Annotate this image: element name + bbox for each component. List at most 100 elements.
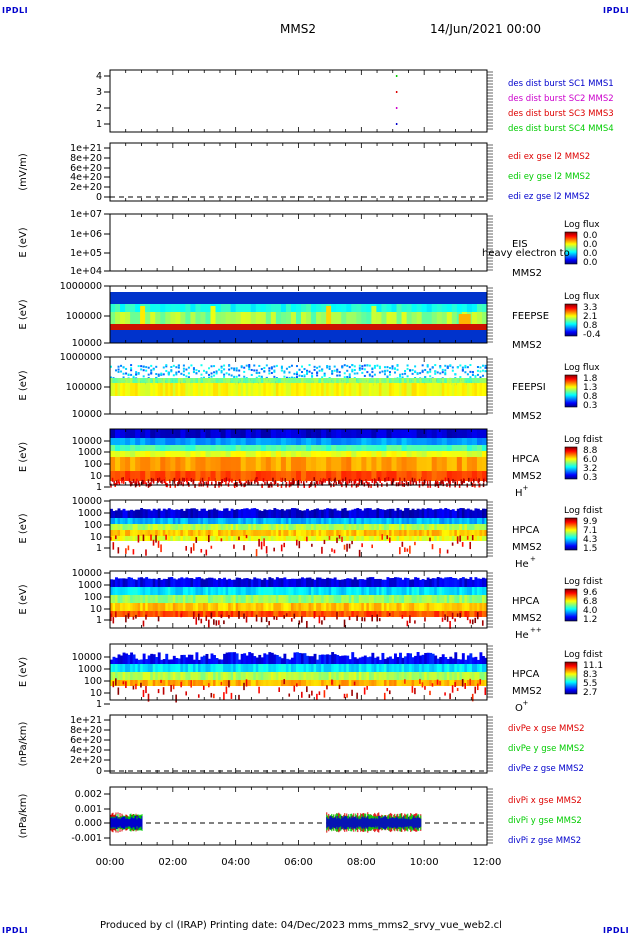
- y-tick-label: 10: [90, 604, 102, 615]
- legend-entry: divPi y gse MMS2: [508, 816, 582, 826]
- y-tick-label: 1e+07: [70, 209, 102, 220]
- species-label: He: [515, 559, 529, 570]
- x-tick-label: 04:00: [221, 857, 250, 868]
- y-axis-label: E (eV): [18, 584, 29, 614]
- y-tick-label: 1: [96, 482, 102, 493]
- y-tick-label: 10000: [72, 338, 102, 349]
- y-axis-label: E (eV): [18, 513, 29, 543]
- y-axis-label: E (eV): [18, 370, 29, 400]
- panel-frame: [104, 787, 493, 845]
- spectrogram: [110, 577, 487, 629]
- colorbar-label: Log fdist: [564, 435, 603, 445]
- colorbar-label: Log fdist: [564, 577, 603, 587]
- colorbar-tick-label: 1.5: [583, 544, 597, 554]
- y-tick-label: 1: [96, 615, 102, 626]
- legend-entry: divPe y gse MMS2: [508, 744, 585, 754]
- y-tick-label: 1: [96, 543, 102, 554]
- spacecraft-label: MMS2: [512, 268, 542, 279]
- panel-frame: [104, 143, 493, 201]
- colorbar-tick-label: 2.7: [583, 688, 597, 698]
- y-axis-label: E (eV): [18, 657, 29, 687]
- footer-credits: Produced by cl (IRAP) Printing date: 04/…: [100, 920, 502, 931]
- y-tick-label: 100000: [66, 382, 102, 393]
- y-tick-label: 1e+05: [70, 248, 102, 259]
- colorbar-tick-label: 0.3: [583, 473, 597, 483]
- legend-entry: des dist burst SC1 MMS1: [508, 79, 614, 89]
- spacecraft-label: MMS2: [512, 411, 542, 422]
- legend-entry: des dist burst SC3 MMS3: [508, 109, 614, 119]
- y-tick-label: 10: [90, 688, 102, 699]
- y-tick-label: 100: [84, 459, 102, 470]
- colorbar: [565, 447, 577, 479]
- instrument-label: HPCA: [512, 596, 540, 607]
- y-tick-label: 100: [84, 676, 102, 687]
- y-tick-label: 10000: [72, 568, 102, 579]
- spacecraft-label: MMS2: [512, 686, 542, 697]
- y-tick-label: 0.000: [75, 818, 102, 829]
- y-axis-label: E (eV): [18, 227, 29, 257]
- y-tick-label: 1: [96, 119, 102, 130]
- species-charge-label: +: [523, 699, 529, 707]
- species-charge-label: ++: [530, 626, 542, 634]
- y-tick-label: 1e+06: [70, 229, 102, 240]
- legend-entry: edi ey gse l2 MMS2: [508, 172, 590, 182]
- instrument-label: HPCA: [512, 454, 540, 465]
- species-charge-label: +: [523, 484, 529, 492]
- x-tick-label: 08:00: [347, 857, 376, 868]
- instrument-label: HPCA: [512, 669, 540, 680]
- colorbar: [565, 662, 577, 694]
- y-tick-label: -0.001: [71, 833, 102, 844]
- spacecraft-label: MMS2: [512, 471, 542, 482]
- legend-entry: des dist burst SC4 MMS4: [508, 124, 614, 134]
- y-tick-label: 10000: [72, 652, 102, 663]
- y-tick-label: 0.001: [75, 804, 102, 815]
- colorbar-tick-label: 0.3: [583, 401, 597, 411]
- y-tick-label: 3: [96, 87, 102, 98]
- colorbar-tick-label: 0.0: [583, 258, 598, 268]
- colorbar-label: Log fdist: [564, 506, 603, 516]
- spectrogram: [110, 508, 487, 556]
- colorbar-tick-label: 1.2: [583, 615, 597, 625]
- panel-frame: [104, 70, 493, 132]
- colorbar: [565, 375, 577, 407]
- spectrogram: [110, 429, 488, 488]
- species-charge-label: +: [530, 555, 536, 563]
- colorbar-label: Log flux: [564, 220, 600, 230]
- x-tick-label: 02:00: [158, 857, 187, 868]
- legend-entry: des dist burst SC2 MMS2: [508, 94, 614, 104]
- spacecraft-label: MMS2: [512, 340, 542, 351]
- y-tick-label: 1000: [78, 447, 102, 458]
- spacecraft-label: MMS2: [512, 542, 542, 553]
- y-tick-label: 0: [96, 766, 102, 777]
- y-tick-label: 4: [96, 71, 102, 82]
- colorbar-label: Log flux: [564, 292, 600, 302]
- spectrogram: [110, 292, 488, 343]
- burst-mark: [396, 107, 398, 109]
- y-tick-label: 1000000: [60, 281, 102, 292]
- spectrogram: [110, 364, 487, 396]
- x-tick-label: 00:00: [96, 857, 125, 868]
- colorbar-label: Log fdist: [564, 650, 603, 660]
- spectrogram: [110, 652, 487, 702]
- panel-frame: [104, 715, 493, 773]
- y-axis-label: (mV/m): [18, 153, 29, 191]
- spacecraft-label: MMS2: [512, 613, 542, 624]
- colorbar-tick-label: -0.4: [583, 330, 601, 340]
- y-tick-label: 10000: [72, 409, 102, 420]
- colorbar: [565, 589, 577, 621]
- y-tick-label: 1: [96, 699, 102, 710]
- burst-mark: [396, 91, 398, 93]
- y-tick-label: 0: [96, 192, 102, 203]
- y-tick-label: 1000: [78, 664, 102, 675]
- burst-mark: [396, 123, 398, 125]
- y-tick-label: 10000: [72, 436, 102, 447]
- colorbar: [565, 304, 577, 336]
- y-axis-label: E (eV): [18, 299, 29, 329]
- instrument-label: FEEPSI: [512, 382, 546, 393]
- y-axis-label: (nPa/km): [18, 722, 29, 767]
- legend-entry: divPi x gse MMS2: [508, 796, 582, 806]
- y-axis-label: (nPa/km): [18, 794, 29, 839]
- legend-entry: divPe z gse MMS2: [508, 764, 584, 774]
- legend-entry: edi ex gse l2 MMS2: [508, 152, 590, 162]
